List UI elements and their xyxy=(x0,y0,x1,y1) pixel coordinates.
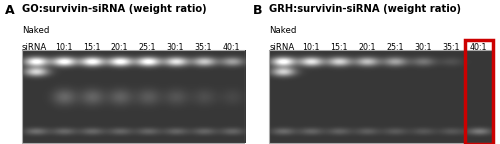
Text: GRH:survivin-siRNA (weight ratio): GRH:survivin-siRNA (weight ratio) xyxy=(270,4,462,14)
Text: 20:1: 20:1 xyxy=(110,43,128,52)
Text: GO:survivin-siRNA (weight ratio): GO:survivin-siRNA (weight ratio) xyxy=(22,4,206,14)
Text: 30:1: 30:1 xyxy=(414,43,432,52)
Text: 10:1: 10:1 xyxy=(302,43,320,52)
Text: 35:1: 35:1 xyxy=(442,43,460,52)
Text: siRNA: siRNA xyxy=(270,43,294,52)
Text: 35:1: 35:1 xyxy=(194,43,212,52)
Text: 10:1: 10:1 xyxy=(55,43,72,52)
Bar xyxy=(464,40,492,144)
Text: 40:1: 40:1 xyxy=(470,43,488,52)
Text: 30:1: 30:1 xyxy=(166,43,184,52)
Text: Naked: Naked xyxy=(270,26,296,35)
Text: 25:1: 25:1 xyxy=(386,43,404,52)
Text: Naked: Naked xyxy=(22,26,49,35)
Bar xyxy=(270,50,492,143)
Text: 15:1: 15:1 xyxy=(83,43,100,52)
Text: siRNA: siRNA xyxy=(22,43,47,52)
Text: 20:1: 20:1 xyxy=(358,43,376,52)
Text: 25:1: 25:1 xyxy=(138,43,156,52)
Text: 15:1: 15:1 xyxy=(330,43,348,52)
Bar xyxy=(22,50,245,143)
Text: B: B xyxy=(252,4,262,17)
Text: 40:1: 40:1 xyxy=(222,43,240,52)
Text: A: A xyxy=(5,4,15,17)
